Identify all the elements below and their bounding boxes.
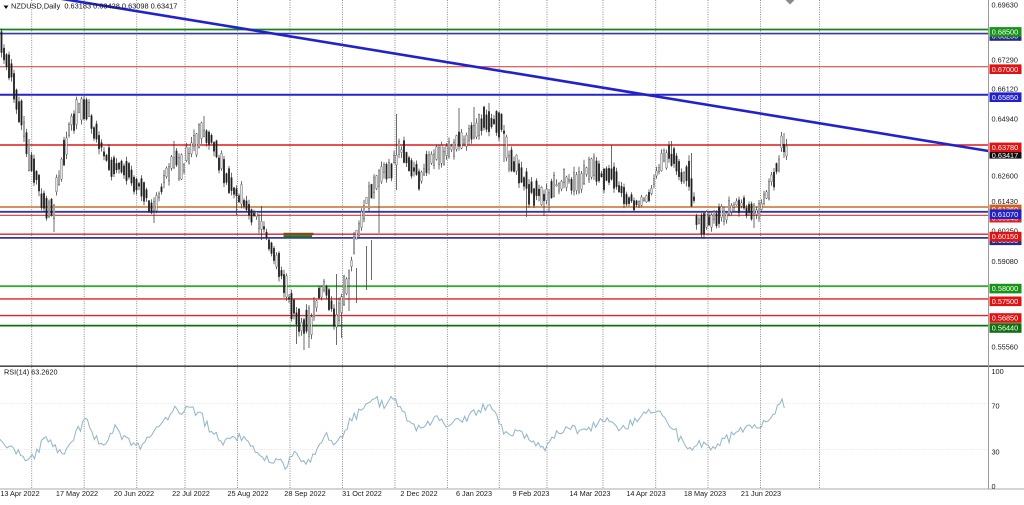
svg-text:28 Sep 2022: 28 Sep 2022 xyxy=(284,489,325,498)
svg-text:0.67000: 0.67000 xyxy=(992,65,1018,74)
svg-text:2 Dec 2022: 2 Dec 2022 xyxy=(400,489,437,498)
svg-text:13 Apr 2022: 13 Apr 2022 xyxy=(0,489,39,498)
svg-text:0.59080: 0.59080 xyxy=(992,257,1018,266)
svg-text:0.56440: 0.56440 xyxy=(992,324,1018,333)
svg-text:70: 70 xyxy=(992,402,1000,411)
svg-text:0.61430: 0.61430 xyxy=(992,197,1018,206)
svg-text:0.58000: 0.58000 xyxy=(992,284,1018,293)
svg-text:20 Jun 2022: 20 Jun 2022 xyxy=(114,489,154,498)
svg-text:25 Aug 2022: 25 Aug 2022 xyxy=(228,489,269,498)
svg-text:0.64940: 0.64940 xyxy=(992,115,1018,124)
svg-text:0.57500: 0.57500 xyxy=(992,297,1018,306)
svg-text:0.67290: 0.67290 xyxy=(992,56,1018,65)
svg-text:0.63417: 0.63417 xyxy=(992,151,1018,160)
svg-text:0.63780: 0.63780 xyxy=(992,143,1018,152)
svg-text:RSI(14) 63.2620: RSI(14) 63.2620 xyxy=(4,368,58,377)
svg-text:0: 0 xyxy=(992,482,996,491)
svg-text:0.66120: 0.66120 xyxy=(992,85,1018,94)
svg-text:0.61070: 0.61070 xyxy=(992,210,1018,219)
svg-text:NZDUSD,Daily 0.63183 0.63428: NZDUSD,Daily 0.63183 0.63428 0.63098 0.6… xyxy=(11,2,177,11)
svg-text:18 May 2023: 18 May 2023 xyxy=(684,489,726,498)
svg-text:21 Jun 2023: 21 Jun 2023 xyxy=(741,489,781,498)
svg-text:30: 30 xyxy=(992,448,1000,457)
svg-text:31 Oct 2022: 31 Oct 2022 xyxy=(342,489,382,498)
svg-text:0.60250: 0.60250 xyxy=(992,226,1018,235)
svg-text:9 Feb 2023: 9 Feb 2023 xyxy=(513,489,550,498)
svg-text:0.56850: 0.56850 xyxy=(992,314,1018,323)
svg-text:22 Jul 2022: 22 Jul 2022 xyxy=(172,489,210,498)
svg-text:0.62600: 0.62600 xyxy=(992,171,1018,180)
svg-text:0.65850: 0.65850 xyxy=(992,93,1018,102)
svg-text:14 Mar 2023: 14 Mar 2023 xyxy=(570,489,611,498)
svg-text:17 May 2022: 17 May 2022 xyxy=(56,489,98,498)
svg-text:0.69630: 0.69630 xyxy=(992,1,1018,10)
svg-text:14 Apr 2023: 14 Apr 2023 xyxy=(626,489,665,498)
svg-text:6 Jan 2023: 6 Jan 2023 xyxy=(456,489,492,498)
svg-text:100: 100 xyxy=(992,367,1004,376)
svg-text:0.60150: 0.60150 xyxy=(992,232,1018,241)
svg-text:0.55560: 0.55560 xyxy=(992,342,1018,351)
svg-text:0.68500: 0.68500 xyxy=(992,28,1018,37)
